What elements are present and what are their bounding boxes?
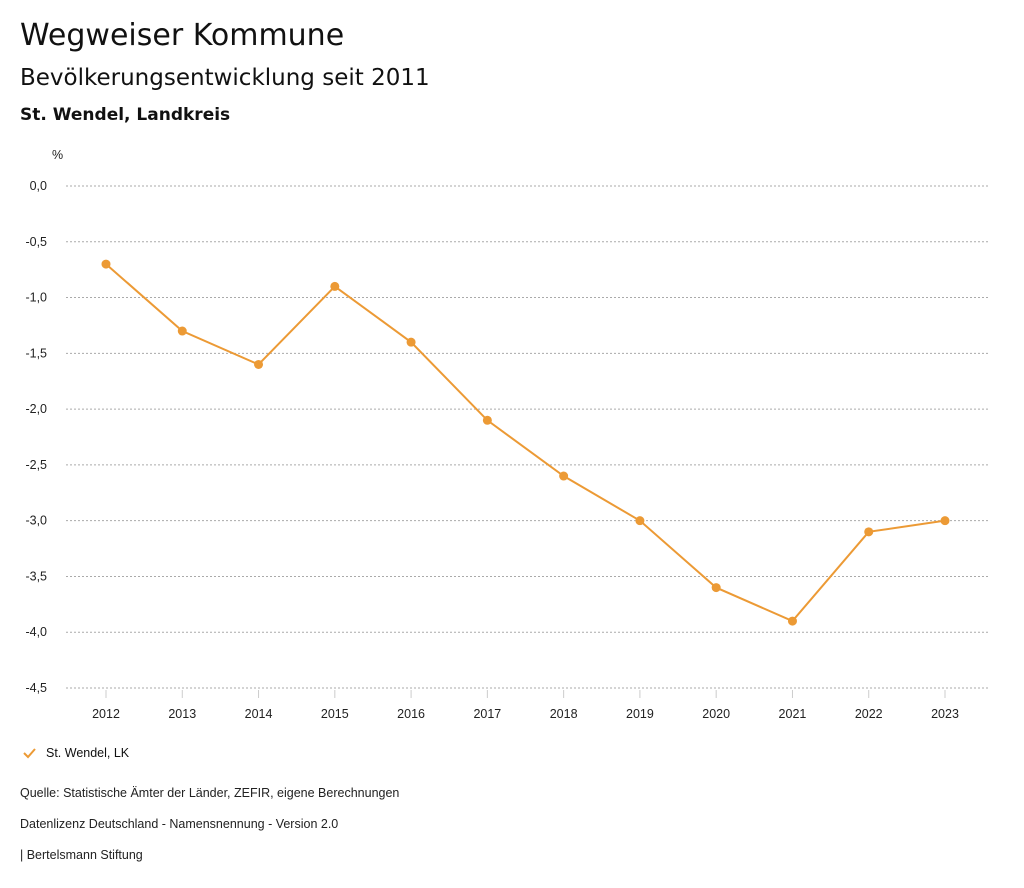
data-point	[864, 527, 874, 537]
x-tick-label: 2019	[626, 707, 654, 721]
y-tick-label: -2,5	[25, 458, 47, 472]
source-note: Quelle: Statistische Ämter der Länder, Z…	[20, 786, 400, 800]
check-icon	[23, 748, 36, 759]
y-tick-label: -4,5	[25, 681, 47, 695]
y-tick-label: -3,5	[25, 569, 47, 583]
app-title: Wegweiser Kommune	[20, 18, 345, 53]
y-tick-label: -1,5	[25, 346, 47, 360]
x-tick-label: 2015	[321, 707, 349, 721]
data-point	[559, 471, 569, 481]
x-tick-label: 2023	[931, 707, 959, 721]
data-point	[940, 516, 950, 526]
x-tick-label: 2021	[779, 707, 807, 721]
data-point	[787, 616, 797, 626]
x-tick-label: 2012	[92, 707, 120, 721]
data-point	[330, 281, 340, 291]
y-tick-label: -3,0	[25, 514, 47, 528]
y-tick-label: -0,5	[25, 235, 47, 249]
line-chart: % 0,0 -0,5 -1,0 -1,5 -2,0 -2,5 -3,0 -3,5 -4,0 -4,…	[25, 148, 990, 721]
data-point	[482, 415, 492, 425]
x-tick-label: 2017	[473, 707, 501, 721]
legend-label: St. Wendel, LK	[46, 746, 130, 760]
data-point	[406, 337, 416, 347]
y-tick-label: -2,0	[25, 402, 47, 416]
x-tick-label: 2018	[550, 707, 578, 721]
data-point	[101, 259, 111, 269]
credit-note: | Bertelsmann Stiftung	[20, 848, 143, 862]
x-tick-label: 2013	[168, 707, 196, 721]
region-name: St. Wendel, Landkreis	[20, 105, 231, 125]
data-point	[711, 583, 721, 593]
x-tick-label: 2014	[245, 707, 273, 721]
x-tick-label: 2020	[702, 707, 730, 721]
y-tick-label: 0,0	[30, 179, 47, 193]
y-axis-label: %	[52, 148, 63, 162]
y-tick-label: -1,0	[25, 291, 47, 305]
x-tick-label: 2022	[855, 707, 883, 721]
chart-title: Bevölkerungsentwicklung seit 2011	[20, 65, 430, 91]
data-point	[635, 516, 645, 526]
x-tick-label: 2016	[397, 707, 425, 721]
data-point	[254, 359, 264, 369]
license-note: Datenlizenz Deutschland - Namensnennung …	[20, 817, 339, 831]
legend-item[interactable]: St. Wendel, LK	[22, 746, 129, 760]
y-tick-label: -4,0	[25, 625, 47, 639]
data-point	[177, 326, 187, 336]
series-line	[105, 263, 946, 623]
